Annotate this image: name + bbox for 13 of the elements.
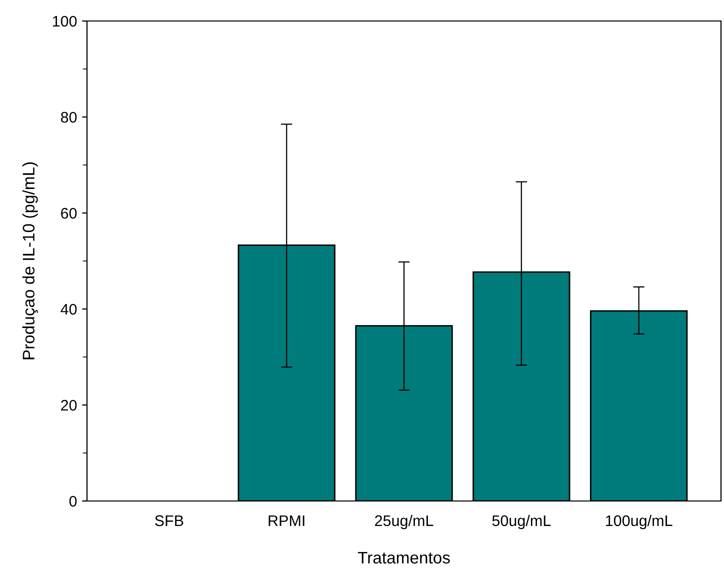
x-tick-label: 100ug/mL [606, 514, 672, 530]
x-tick-label: RPMI [268, 515, 304, 526]
y-axis-title: Produçao de IL-10 (pg/mL) [22, 162, 38, 360]
x-tick-label: 25ug/mL [375, 514, 434, 530]
y-tick-label: 40 [60, 304, 77, 315]
x-axis-title: Tratamentos [358, 552, 450, 564]
x-tick-label: SFB [155, 515, 184, 526]
y-tick-label: 60 [61, 208, 77, 219]
y-tick-label: 80 [60, 112, 77, 123]
x-tick-label: 50ug/mL [492, 514, 551, 530]
y-tick-label: 100 [52, 16, 77, 27]
y-tick-label: 0 [69, 496, 77, 507]
y-tick-label: 20 [61, 400, 77, 411]
